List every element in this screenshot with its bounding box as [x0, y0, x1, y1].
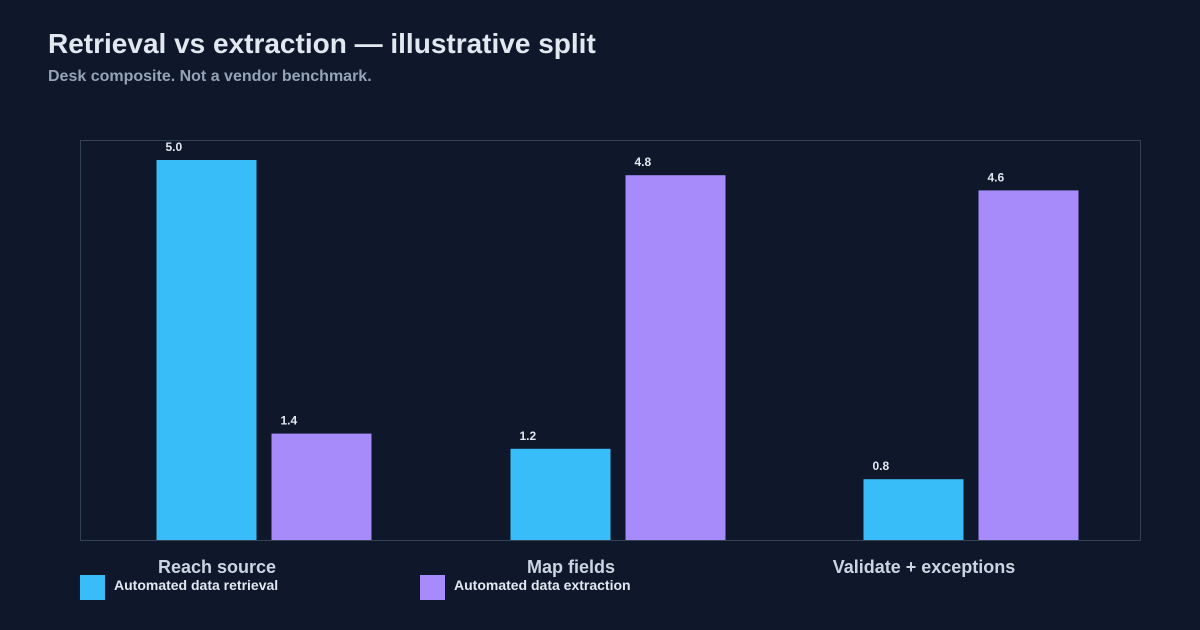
legend-label-extraction: Automated data extraction	[454, 577, 631, 593]
value-label-validate-exceptions-automated-data-extraction: 4.6	[988, 170, 1005, 184]
plot-area	[80, 140, 1141, 541]
chart-subtitle: Desk composite. Not a vendor benchmark.	[48, 68, 372, 85]
bar-validate-exceptions-automated-data-retrieval	[863, 479, 964, 540]
legend-swatch-retrieval	[80, 575, 105, 600]
category-label-validate-exceptions: Validate + exceptions	[833, 557, 1016, 577]
value-label-map-fields-automated-data-retrieval: 1.2	[520, 429, 537, 443]
legend-swatch-extraction	[420, 575, 445, 600]
value-label-validate-exceptions-automated-data-retrieval: 0.8	[873, 459, 890, 473]
value-label-reach-source-automated-data-retrieval: 5.0	[166, 140, 183, 154]
value-label-reach-source-automated-data-extraction: 1.4	[281, 414, 298, 428]
legend: Automated data retrieval Automated data …	[80, 575, 780, 601]
legend-label-retrieval: Automated data retrieval	[114, 577, 279, 593]
bar-reach-source-automated-data-retrieval	[156, 160, 257, 540]
bar-validate-exceptions-automated-data-extraction	[978, 190, 1079, 540]
bar-reach-source-automated-data-extraction	[271, 433, 372, 540]
value-label-map-fields-automated-data-extraction: 4.8	[635, 155, 652, 169]
category-label-reach-source: Reach source	[158, 557, 276, 577]
category-label-map-fields: Map fields	[527, 557, 615, 577]
chart-title: Retrieval vs extraction — illustrative s…	[48, 28, 596, 59]
bar-map-fields-automated-data-extraction	[625, 175, 726, 540]
bar-map-fields-automated-data-retrieval	[510, 448, 611, 540]
